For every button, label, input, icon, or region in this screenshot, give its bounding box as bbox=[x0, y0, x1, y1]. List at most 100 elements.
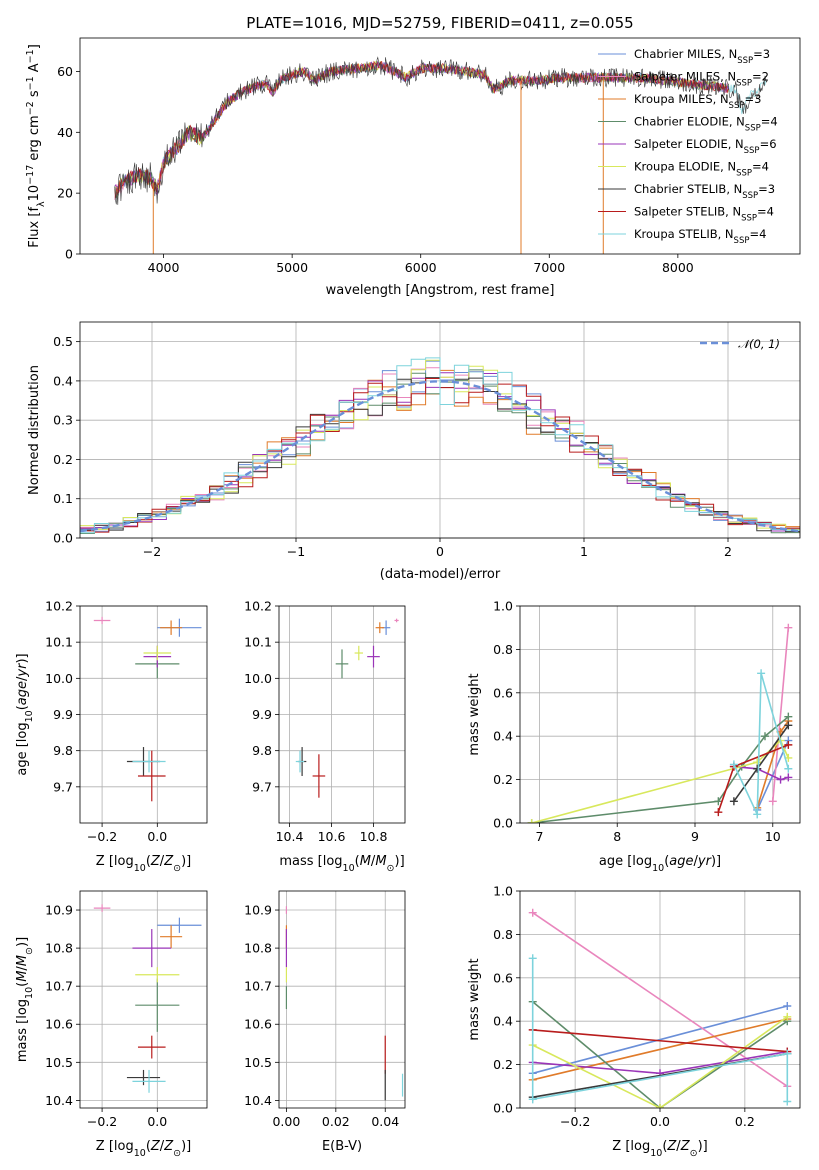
x-tick-label: 0.2 bbox=[735, 1114, 755, 1129]
residuals-ylabel: Normed distribution bbox=[27, 365, 42, 495]
weight-marker bbox=[784, 623, 793, 632]
errorbar-chabrier-elodie bbox=[135, 978, 180, 1032]
y-tick-label: 10.2 bbox=[244, 599, 272, 614]
errorbar-kroupa-stelib bbox=[295, 750, 305, 773]
x-tick-label: −2 bbox=[143, 544, 161, 559]
age_vs_mass-frame bbox=[278, 605, 406, 824]
x-tick-label: −1 bbox=[287, 544, 305, 559]
age_vs_mass-xlabel: mass [log10(M/M⊙)] bbox=[279, 854, 404, 874]
y-tick-label: 10.1 bbox=[45, 635, 73, 650]
mass_vs_Z-ylabel: mass [log10(M/M⊙)] bbox=[15, 937, 35, 1062]
weight-marker bbox=[753, 810, 762, 819]
x-tick-label: 0.0 bbox=[147, 1114, 167, 1129]
weight-line-kroupa-stelib bbox=[528, 954, 792, 1106]
spectrum-chabrier-stelib bbox=[114, 56, 768, 205]
weight-marker bbox=[776, 775, 785, 784]
weight_vs_Z-xlabel: Z [log10(Z/Z⊙)] bbox=[612, 1139, 707, 1159]
y-tick-label: 10.5 bbox=[244, 1055, 272, 1070]
x-tick-label: 0.0 bbox=[650, 1114, 670, 1129]
y-tick-label: 0.8 bbox=[493, 642, 513, 657]
age_vs_mass-axes: 10.4 10.6 10.8 9.7 9.8 9.9 10.0 10.1 10.2 bbox=[244, 599, 405, 844]
residuals-frame bbox=[79, 321, 801, 539]
weight_vs_age-lines bbox=[527, 623, 793, 823]
y-tick-label: 9.7 bbox=[252, 779, 272, 794]
y-tick-label: 10.9 bbox=[244, 903, 272, 918]
y-tick-label: 0.5 bbox=[53, 334, 73, 349]
mass_vs_ebv-frame bbox=[278, 890, 406, 1109]
errorbar-chabrier-stelib bbox=[126, 1069, 161, 1086]
histogram-series bbox=[80, 357, 800, 537]
y-tick-label: 60 bbox=[57, 64, 73, 79]
figure-title: PLATE=1016, MJD=52759, FIBERID=0411, z=0… bbox=[246, 14, 633, 32]
age_vs_Z-xlabel: Z [log10(Z/Z⊙)] bbox=[96, 854, 191, 874]
errorbar-kroupa-elodie bbox=[143, 645, 172, 661]
y-tick-label: 9.7 bbox=[53, 779, 73, 794]
y-tick-label: 0.2 bbox=[493, 772, 513, 787]
weight_vs_Z-ylabel: mass weight bbox=[467, 958, 482, 1040]
histogram-kroupa-stelib bbox=[80, 357, 800, 534]
age_vs_mass-points bbox=[295, 618, 399, 798]
legend-entry-chabrier-stelib: Chabrier STELIB, NSSP=3 bbox=[634, 182, 775, 201]
y-tick-label: 10.6 bbox=[244, 1017, 272, 1032]
x-tick-label: 7 bbox=[535, 829, 543, 844]
legend-entry-kroupa-miles: Kroupa MILES, NSSP=3 bbox=[634, 92, 761, 111]
y-tick-label: 9.9 bbox=[252, 707, 272, 722]
errorbar-kroupa-elodie bbox=[354, 645, 363, 661]
errorbar-salpeter-miles bbox=[93, 904, 111, 912]
y-tick-label: 10.0 bbox=[244, 671, 272, 686]
age_vs_Z-ylabel: age [log10(age/yr)] bbox=[15, 653, 35, 775]
errorbar-salpeter-stelib bbox=[312, 754, 326, 798]
spectrum-xlabel: wavelength [Angstrom, rest frame] bbox=[326, 283, 555, 298]
y-tick-label: 0.0 bbox=[493, 816, 513, 831]
errorbar-kroupa-elodie bbox=[135, 967, 180, 983]
x-tick-label: 10 bbox=[765, 829, 781, 844]
x-tick-label: 10.8 bbox=[360, 829, 388, 844]
y-tick-label: 40 bbox=[57, 125, 73, 140]
y-tick-label: 0 bbox=[65, 247, 73, 262]
residuals-xlabel: (data-model)/error bbox=[380, 567, 501, 582]
weight_vs_age-frame bbox=[519, 605, 801, 824]
errorbar-salpeter-elodie bbox=[367, 645, 380, 668]
weight-marker bbox=[783, 1002, 792, 1011]
errorbar-kroupa-miles bbox=[375, 622, 384, 634]
x-tick-label: 8000 bbox=[662, 260, 694, 275]
errorbar-salpeter-miles bbox=[93, 616, 111, 625]
weight-marker bbox=[784, 740, 793, 749]
spectrum-legend: Chabrier MILES, NSSP=3 Salpeter MILES, NS… bbox=[598, 47, 778, 246]
legend-entry-salpeter-stelib: Salpeter STELIB, NSSP=4 bbox=[634, 205, 774, 224]
y-tick-label: 10.0 bbox=[45, 671, 73, 686]
age_vs_Z-frame bbox=[79, 605, 208, 824]
y-tick-label: 0.8 bbox=[493, 927, 513, 942]
legend-gaussian-label: 𝒩(0, 1) bbox=[738, 337, 780, 351]
weight-marker bbox=[784, 764, 793, 773]
age_vs_Z-points bbox=[93, 616, 202, 802]
y-tick-label: 10.6 bbox=[45, 1017, 73, 1032]
y-tick-label: 0.1 bbox=[53, 491, 73, 506]
weight-marker bbox=[768, 797, 777, 806]
weight-marker bbox=[753, 764, 762, 773]
weight-line-salpeter-miles bbox=[768, 623, 793, 806]
mass_vs_ebv-points bbox=[285, 906, 404, 1101]
x-tick-label: 7000 bbox=[533, 260, 565, 275]
errorbar-salpeter-stelib bbox=[137, 750, 166, 802]
weight_vs_Z-frame bbox=[519, 890, 801, 1109]
y-tick-label: 10.5 bbox=[45, 1055, 73, 1070]
weight-marker bbox=[527, 819, 536, 823]
y-tick-label: 10.7 bbox=[244, 979, 272, 994]
weight_vs_age-axes: 7 8 9 10 0.0 0.2 0.4 0.6 0.8 1.0 bbox=[493, 599, 800, 844]
mass_vs_Z-axes: −0.2 0.0 10.4 10.5 10.6 10.7 10.8 10.9 bbox=[45, 891, 207, 1129]
errorbar-kroupa-stelib bbox=[132, 1069, 166, 1093]
x-tick-label: 1 bbox=[580, 544, 588, 559]
x-tick-label: 0.0 bbox=[147, 829, 167, 844]
legend-entry-salpeter-elodie: Salpeter ELODIE, NSSP=6 bbox=[634, 137, 777, 156]
spectrum-axes: 4000 5000 6000 7000 8000 0 20 40 60 bbox=[57, 64, 694, 275]
weight-marker bbox=[528, 954, 537, 963]
weight-marker bbox=[783, 1049, 792, 1058]
weight-marker bbox=[656, 1104, 664, 1108]
y-tick-label: 10.2 bbox=[45, 599, 73, 614]
y-tick-label: 9.8 bbox=[53, 743, 73, 758]
legend-entry-kroupa-elodie: Kroupa ELODIE, NSSP=4 bbox=[634, 160, 769, 179]
mass_vs_ebv-xlabel: E(B-V) bbox=[322, 1139, 362, 1154]
errorbar-salpeter-stelib bbox=[137, 1035, 166, 1059]
